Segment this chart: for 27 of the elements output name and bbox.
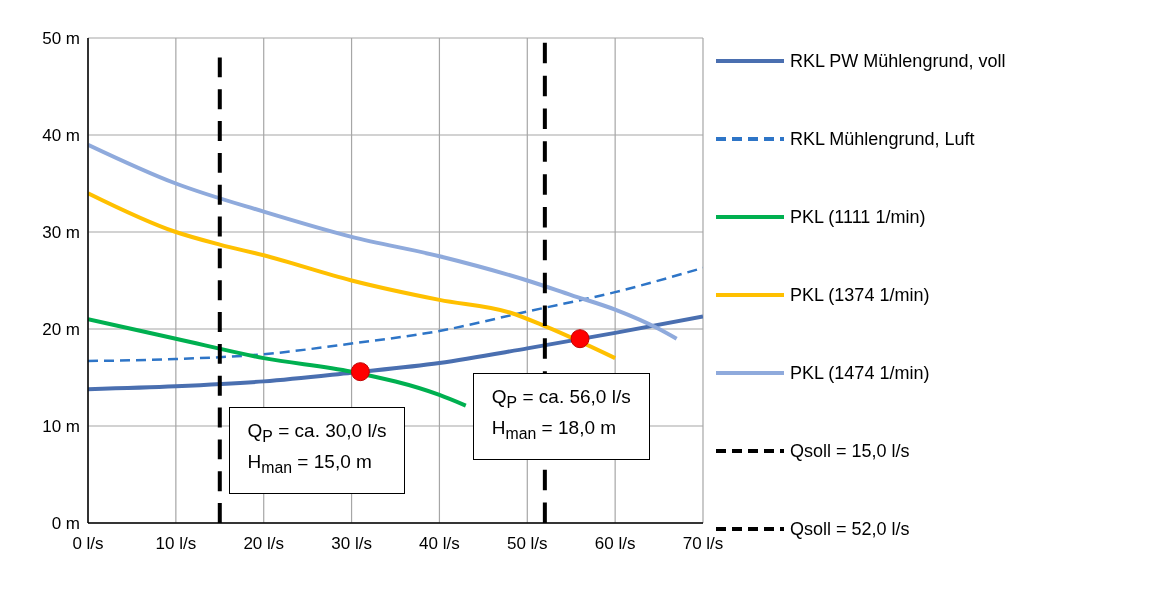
x-tick-label: 60 l/s	[594, 534, 636, 554]
line-series	[88, 191, 618, 361]
x-tick-label: 70 l/s	[682, 534, 724, 554]
x-tick-label: 40 l/s	[419, 534, 460, 554]
annotation: Q$_{P}$ = ca. 56,0 l/s H$_{man}$ = 18,0 m	[491, 384, 631, 445]
x-tick-label: 50 l/s	[506, 534, 548, 554]
y-tick-label: 50 m	[42, 29, 80, 49]
x-tick-label: 0 l/s	[72, 534, 104, 554]
line-series	[88, 142, 679, 341]
legend-label: Qsoll = 15,0 l/s	[790, 440, 910, 463]
y-tick-label: 40 m	[42, 126, 80, 146]
x-tick-label: 20 l/s	[243, 534, 285, 554]
annotation: Q$_{P}$ = ca. 30,0 l/s H$_{man}$ = 15,0 m	[247, 418, 387, 479]
y-tick-label: 20 m	[42, 320, 80, 340]
y-tick-label: 30 m	[42, 223, 80, 243]
x-tick-label: 30 l/s	[331, 534, 372, 554]
line-series	[88, 317, 468, 408]
legend-label: PKL (1111 1/min)	[790, 206, 926, 229]
y-tick-label: 10 m	[42, 417, 80, 437]
line-series	[88, 314, 703, 392]
y-tick-label: 0 m	[51, 514, 80, 534]
legend-label: PKL (1374 1/min)	[790, 284, 930, 307]
legend-label: Qsoll = 52,0 l/s	[790, 518, 910, 541]
legend-label: PKL (1474 1/min)	[790, 362, 930, 385]
legend-label: RKL PW Mühlengrund, voll	[790, 50, 1006, 73]
legend-label: RKL Mühlengrund, Luft	[790, 128, 975, 151]
x-tick-label: 10 l/s	[155, 534, 197, 554]
